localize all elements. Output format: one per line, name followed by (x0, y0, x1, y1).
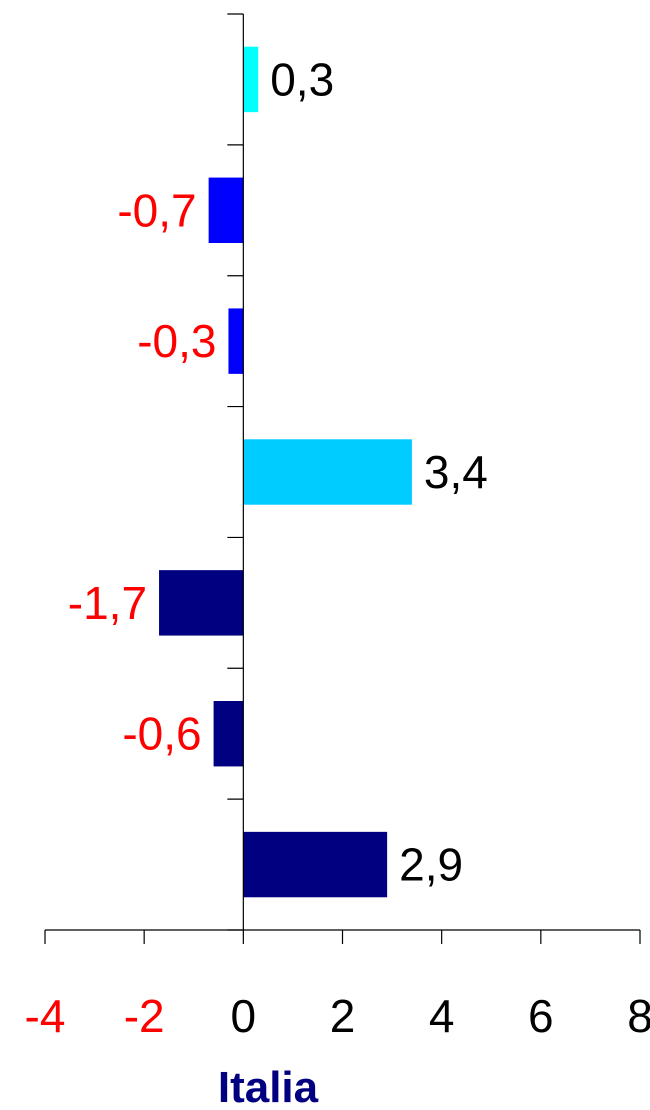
x-tick-label: -4 (25, 990, 66, 1042)
x-tick-label: 8 (627, 990, 650, 1042)
x-tick-label: 0 (231, 990, 257, 1042)
bar-6 (213, 701, 244, 767)
value-label-3: -0,3 (137, 315, 216, 367)
x-tick-label: 6 (528, 990, 554, 1042)
value-label-1: 0,3 (270, 53, 334, 105)
value-label-2: -0,7 (117, 184, 196, 236)
x-tick-label: 4 (429, 990, 455, 1042)
x-ticks-group: -4 -2 0 2 4 6 8 (25, 930, 650, 1042)
x-axis-title: Italia (218, 1063, 319, 1110)
value-label-4: 3,4 (424, 446, 488, 498)
value-label-7: 2,9 (399, 839, 463, 891)
bar-4 (243, 439, 412, 505)
value-labels-group: 0,3 -0,7 -0,3 3,4 -1,7 -0,6 2,9 (68, 53, 488, 890)
bars-group (159, 46, 412, 898)
x-tick-label: 2 (330, 990, 356, 1042)
bar-7 (243, 831, 388, 898)
value-label-5: -1,7 (68, 577, 147, 629)
bar-1 (243, 46, 259, 113)
bar-3 (228, 308, 244, 374)
bar-2 (208, 177, 244, 243)
x-tick-label: -2 (124, 990, 165, 1042)
bar-5 (159, 570, 244, 636)
value-label-6: -0,6 (122, 708, 201, 760)
